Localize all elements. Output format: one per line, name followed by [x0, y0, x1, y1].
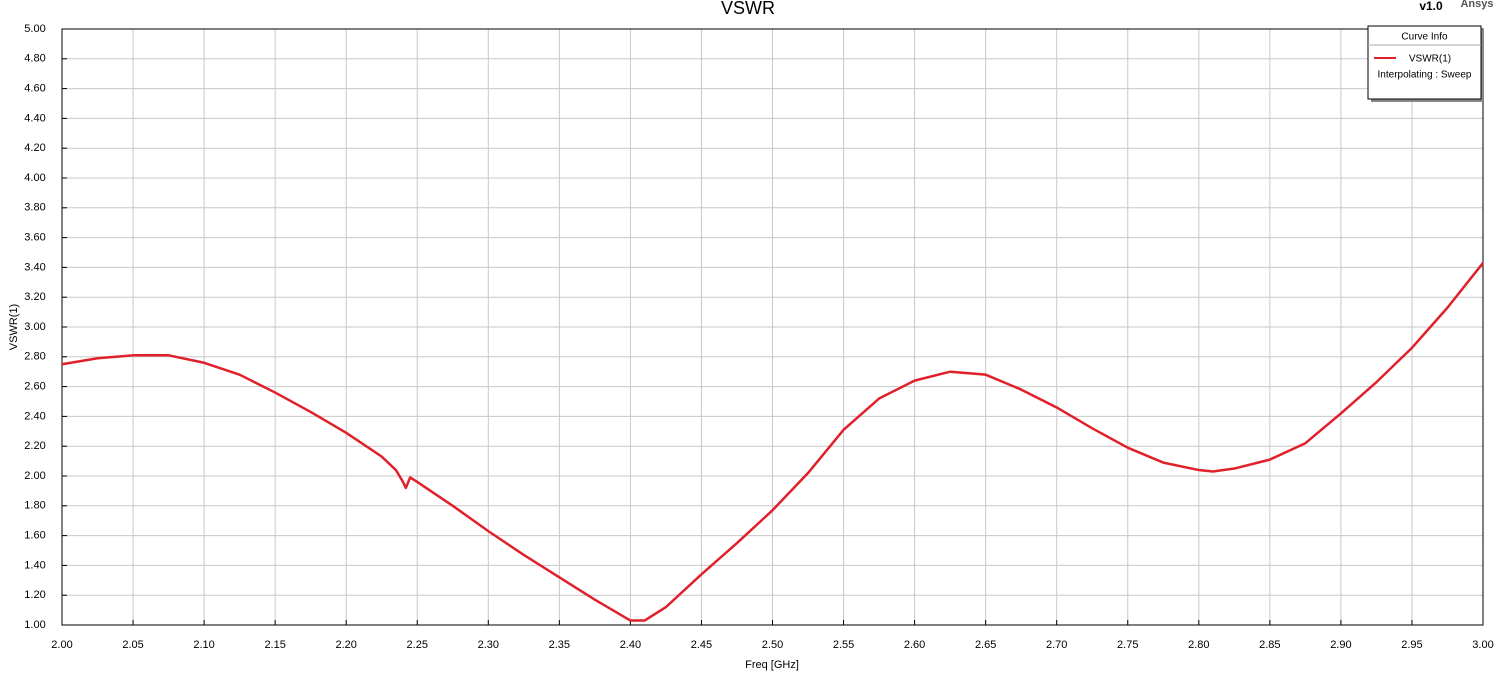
x-tick-label: 2.65 — [975, 639, 996, 651]
plot-frame — [61, 28, 1484, 626]
y-tick-label: 2.20 — [24, 440, 45, 452]
y-tick-label: 1.80 — [24, 500, 45, 512]
x-tick-label: 2.15 — [264, 639, 285, 651]
y-tick-label: 2.60 — [24, 381, 45, 393]
y-tick-label: 3.40 — [24, 261, 45, 273]
brand: Ansys — [1460, 0, 1493, 10]
x-tick-label: 2.50 — [762, 639, 783, 651]
x-tick-label: 2.90 — [1330, 639, 1351, 651]
x-tick-label: 2.25 — [407, 639, 428, 651]
y-tick-label: 4.80 — [24, 53, 45, 65]
y-tick-label: 4.00 — [24, 172, 45, 184]
x-tick-label: 2.10 — [193, 639, 214, 651]
y-tick-label: 3.80 — [24, 202, 45, 214]
x-tick-label: 2.30 — [478, 639, 499, 651]
x-tick-label: 2.95 — [1401, 639, 1422, 651]
x-tick-label: 2.20 — [335, 639, 356, 651]
x-tick-label: 2.40 — [620, 639, 641, 651]
x-axis-label: Freq [GHz] — [745, 659, 799, 671]
y-axis-label: VSWR(1) — [8, 304, 20, 350]
y-tick-label: 1.00 — [24, 619, 45, 631]
legend-label: VSWR(1) — [1409, 54, 1451, 65]
x-tick-label: 2.00 — [51, 639, 72, 651]
y-tick-label: 5.00 — [24, 23, 45, 35]
x-tick-label: 2.05 — [122, 639, 143, 651]
x-tick-label: 2.35 — [549, 639, 570, 651]
version: v1.0 — [1419, 0, 1443, 13]
y-tick-label: 4.40 — [24, 112, 45, 124]
y-tick-label: 3.20 — [24, 291, 45, 303]
x-tick-label: 3.00 — [1472, 639, 1493, 651]
y-tick-label: 1.60 — [24, 530, 45, 542]
y-tick-label: 4.60 — [24, 83, 45, 95]
y-tick-label: 2.40 — [24, 410, 45, 422]
y-tick-label: 2.00 — [24, 470, 45, 482]
legend-box — [1367, 25, 1482, 100]
legend-title: Curve Info — [1401, 32, 1448, 43]
x-tick-label: 2.80 — [1188, 639, 1209, 651]
x-tick-label: 2.45 — [691, 639, 712, 651]
x-tick-label: 2.55 — [833, 639, 854, 651]
y-tick-label: 1.20 — [24, 589, 45, 601]
y-tick-label: 4.20 — [24, 142, 45, 154]
chart-title: VSWR — [721, 0, 775, 18]
y-tick-label: 2.80 — [24, 351, 45, 363]
data-line — [61, 262, 1484, 622]
x-tick-label: 2.70 — [1046, 639, 1067, 651]
legend-note: Interpolating : Sweep — [1378, 70, 1472, 81]
y-tick-label: 1.40 — [24, 559, 45, 571]
x-tick-label: 2.60 — [904, 639, 925, 651]
x-tick-label: 2.85 — [1259, 639, 1280, 651]
y-tick-label: 3.00 — [24, 321, 45, 333]
x-tick-label: 2.75 — [1117, 639, 1138, 651]
y-tick-label: 3.60 — [24, 232, 45, 244]
